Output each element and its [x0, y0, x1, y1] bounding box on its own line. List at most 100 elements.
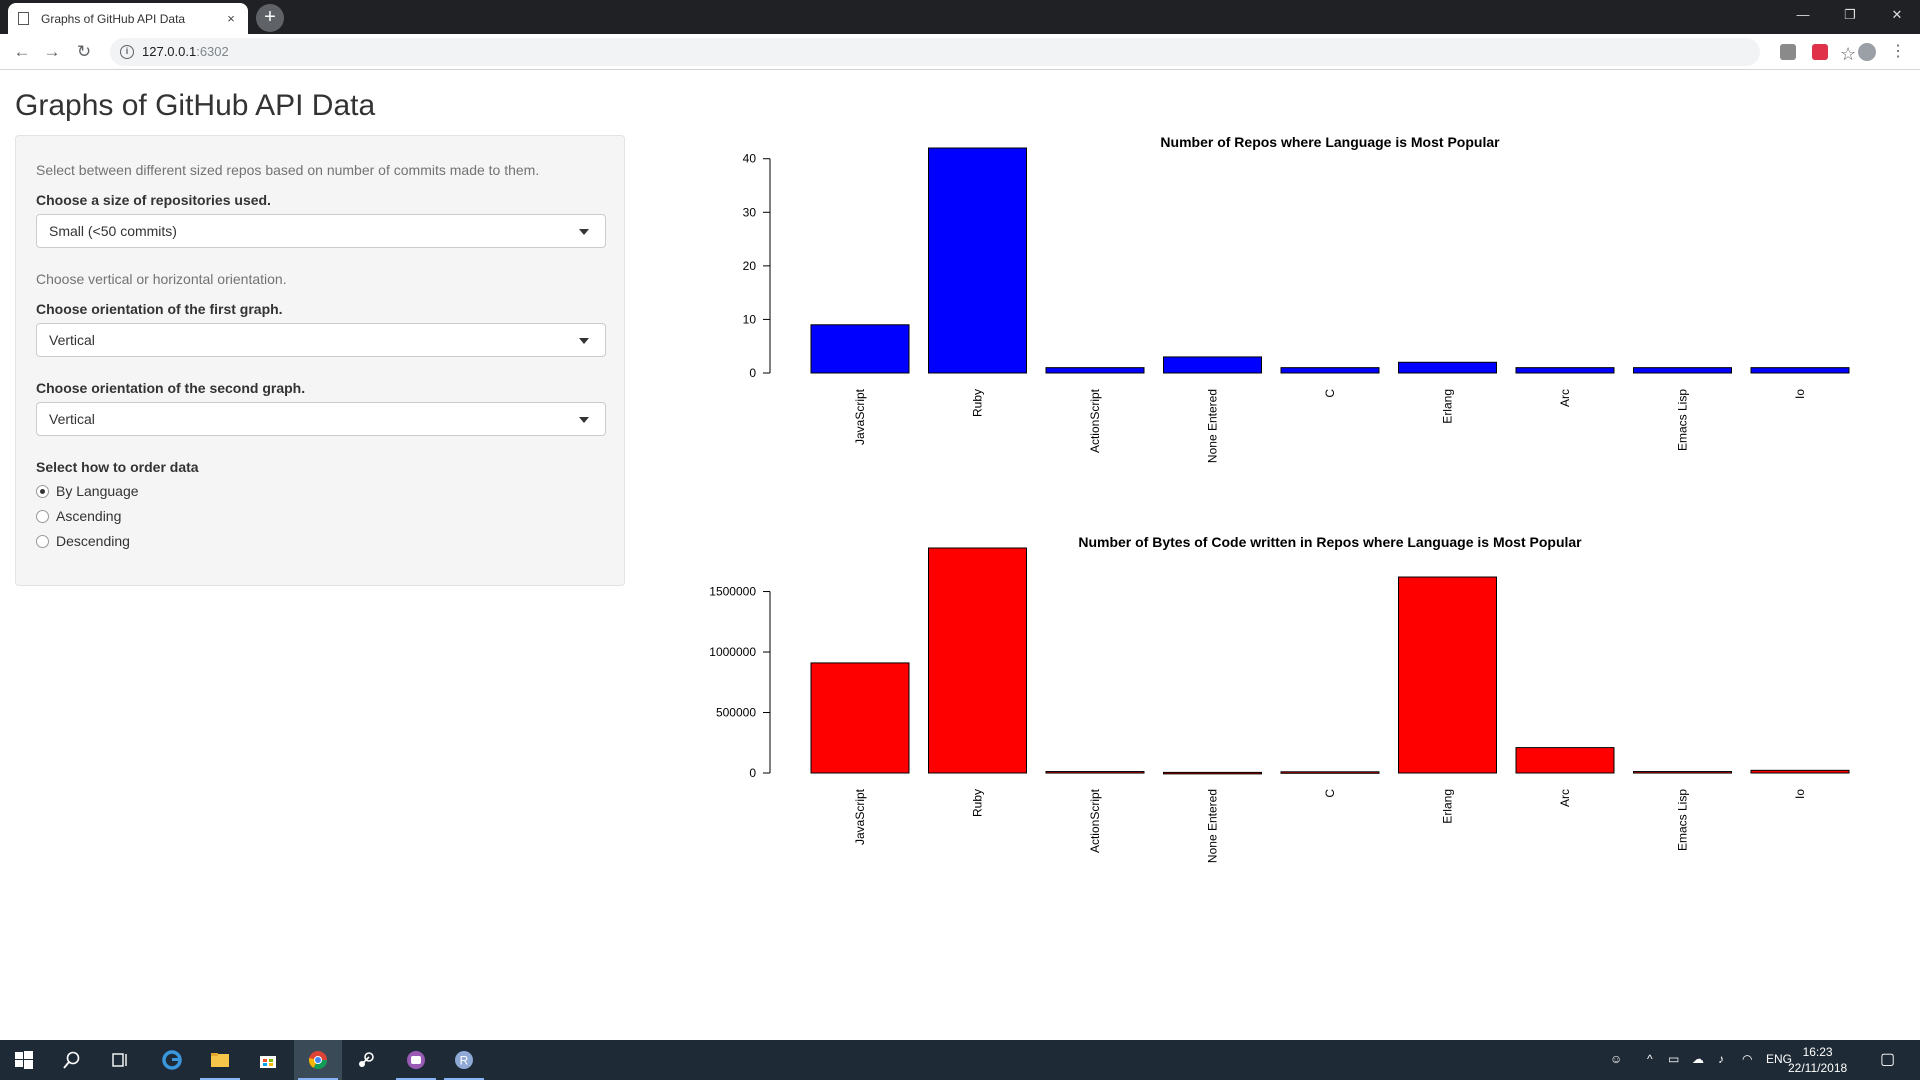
clock[interactable]: 16:23 22/11/2018: [1788, 1044, 1847, 1076]
clock-date: 22/11/2018: [1788, 1061, 1848, 1075]
notifications-icon[interactable]: ▢: [1880, 1051, 1896, 1068]
start-button[interactable]: [0, 1040, 48, 1080]
bar-none-entered: [1163, 356, 1262, 374]
people-icon[interactable]: ☺: [1610, 1052, 1623, 1066]
close-window-button[interactable]: ✕: [1891, 7, 1903, 22]
radio-button-icon[interactable]: [36, 484, 49, 498]
steam-icon: [359, 1052, 374, 1067]
running-indicator: [444, 1078, 484, 1080]
search-icon: [63, 1051, 80, 1069]
x-tick-label: Ruby: [971, 389, 985, 417]
orientation2-select[interactable]: Vertical: [36, 402, 606, 436]
profile-avatar-icon[interactable]: [1858, 43, 1876, 61]
chrome-taskbar-button[interactable]: [294, 1040, 342, 1080]
volume-icon[interactable]: ♪: [1718, 1052, 1724, 1066]
bar-javascript: [810, 662, 910, 774]
folder-icon: [211, 1053, 229, 1067]
url-text[interactable]: 127.0.0.1:6302: [142, 44, 229, 59]
tab-title: Graphs of GitHub API Data: [41, 11, 186, 26]
orientation2-select-value: Vertical: [49, 411, 95, 427]
bar-ruby: [928, 147, 1027, 374]
battery-icon[interactable]: ▭: [1668, 1052, 1680, 1066]
radio-ascending[interactable]: Ascending: [36, 508, 121, 524]
x-tick-label: Io: [1793, 389, 1807, 399]
task-view-button[interactable]: [96, 1040, 144, 1080]
pocket-extension-icon[interactable]: [1812, 44, 1828, 60]
tab-close-icon[interactable]: ×: [227, 11, 235, 26]
app-taskbar-button[interactable]: [392, 1040, 440, 1080]
chevron-up-icon[interactable]: ^: [1647, 1052, 1653, 1066]
radio-descending[interactable]: Descending: [36, 533, 130, 549]
browser-tab[interactable]: Graphs of GitHub API Data ×: [8, 3, 248, 34]
bookmark-star-icon[interactable]: ☆: [1840, 44, 1857, 64]
y-tick-label: 10: [743, 312, 757, 326]
clock-time: 16:23: [1802, 1045, 1833, 1059]
x-tick-label: Arc: [1558, 389, 1572, 407]
chart-title: Number of Repos where Language is Most P…: [1160, 134, 1500, 150]
new-tab-button[interactable]: +: [256, 4, 284, 32]
order-label: Select how to order data: [36, 459, 199, 475]
restore-button[interactable]: ❐: [1844, 7, 1856, 22]
edge-icon: [162, 1050, 182, 1070]
chrome-icon: [308, 1051, 327, 1070]
bar-arc: [1515, 747, 1615, 774]
size-select[interactable]: Small (<50 commits): [36, 214, 606, 248]
url-host: 127.0.0.1: [142, 44, 197, 59]
wifi-icon[interactable]: ◠: [1742, 1052, 1753, 1066]
x-tick-label: Erlang: [1441, 789, 1455, 824]
bar-javascript: [810, 324, 910, 374]
radio-label: Descending: [56, 533, 130, 549]
file-explorer-button[interactable]: [196, 1040, 244, 1080]
bar-io: [1750, 367, 1850, 374]
bar-emacs-lisp: [1633, 771, 1732, 774]
onedrive-cloud-icon[interactable]: ☁: [1692, 1052, 1704, 1066]
running-indicator: [396, 1078, 436, 1080]
bar-ruby: [928, 547, 1027, 774]
y-tick-label: 0: [749, 766, 756, 780]
search-button[interactable]: [48, 1040, 96, 1080]
x-tick-label: JavaScript: [853, 788, 867, 845]
back-icon[interactable]: ←: [13, 42, 31, 61]
x-tick-label: ActionScript: [1088, 388, 1102, 453]
reload-icon[interactable]: ↻: [76, 42, 92, 61]
omnibox[interactable]: i 127.0.0.1:6302 ☆: [110, 38, 1856, 66]
store-button[interactable]: [244, 1040, 292, 1080]
info-icon[interactable]: i: [120, 45, 134, 59]
extension-icon[interactable]: [1780, 44, 1796, 60]
bar-actionscript: [1045, 367, 1145, 374]
x-tick-label: C: [1323, 789, 1337, 798]
minimize-button[interactable]: —: [1796, 7, 1810, 22]
size-label: Choose a size of repositories used.: [36, 192, 271, 208]
radio-label: By Language: [56, 483, 139, 499]
radio-button-icon[interactable]: [36, 509, 49, 523]
y-tick-label: 30: [743, 205, 757, 219]
bar-c: [1280, 771, 1380, 774]
steam-taskbar-button[interactable]: [342, 1040, 390, 1080]
chevron-down-icon: [579, 338, 589, 344]
menu-dots-icon[interactable]: ⋮: [1890, 43, 1906, 60]
language-indicator[interactable]: ENG: [1766, 1052, 1793, 1066]
orientation1-select[interactable]: Vertical: [36, 323, 606, 357]
x-tick-label: Emacs Lisp: [1676, 389, 1690, 451]
bar-emacs-lisp: [1633, 367, 1732, 374]
y-tick-label: 0: [749, 366, 756, 380]
x-tick-label: Arc: [1558, 789, 1572, 807]
y-tick-label: 1000000: [709, 645, 756, 659]
running-indicator: [200, 1078, 240, 1080]
r-taskbar-button[interactable]: R: [440, 1040, 488, 1080]
bar-io: [1750, 769, 1850, 774]
forward-icon[interactable]: →: [43, 42, 61, 61]
charts-area: Number of Repos where Language is Most P…: [709, 134, 1850, 863]
orientation2-label: Choose orientation of the second graph.: [36, 380, 306, 396]
radio-button-icon[interactable]: [36, 534, 49, 548]
bar-erlang: [1398, 361, 1497, 374]
x-tick-label: Ruby: [971, 789, 985, 817]
radio-label: Ascending: [56, 508, 122, 524]
x-tick-label: None Entered: [1206, 389, 1220, 463]
edge-taskbar-button[interactable]: [148, 1040, 196, 1080]
bar-erlang: [1398, 576, 1497, 774]
size-help-text: Select between different sized repos bas…: [36, 162, 540, 178]
radio-by-language[interactable]: By Language: [36, 483, 139, 499]
taskbar: R ☺ ^ ▭ ☁ ♪ ◠ ENG 16:23 22/11/2018 ▢: [0, 1040, 1920, 1080]
size-select-value: Small (<50 commits): [49, 223, 177, 239]
